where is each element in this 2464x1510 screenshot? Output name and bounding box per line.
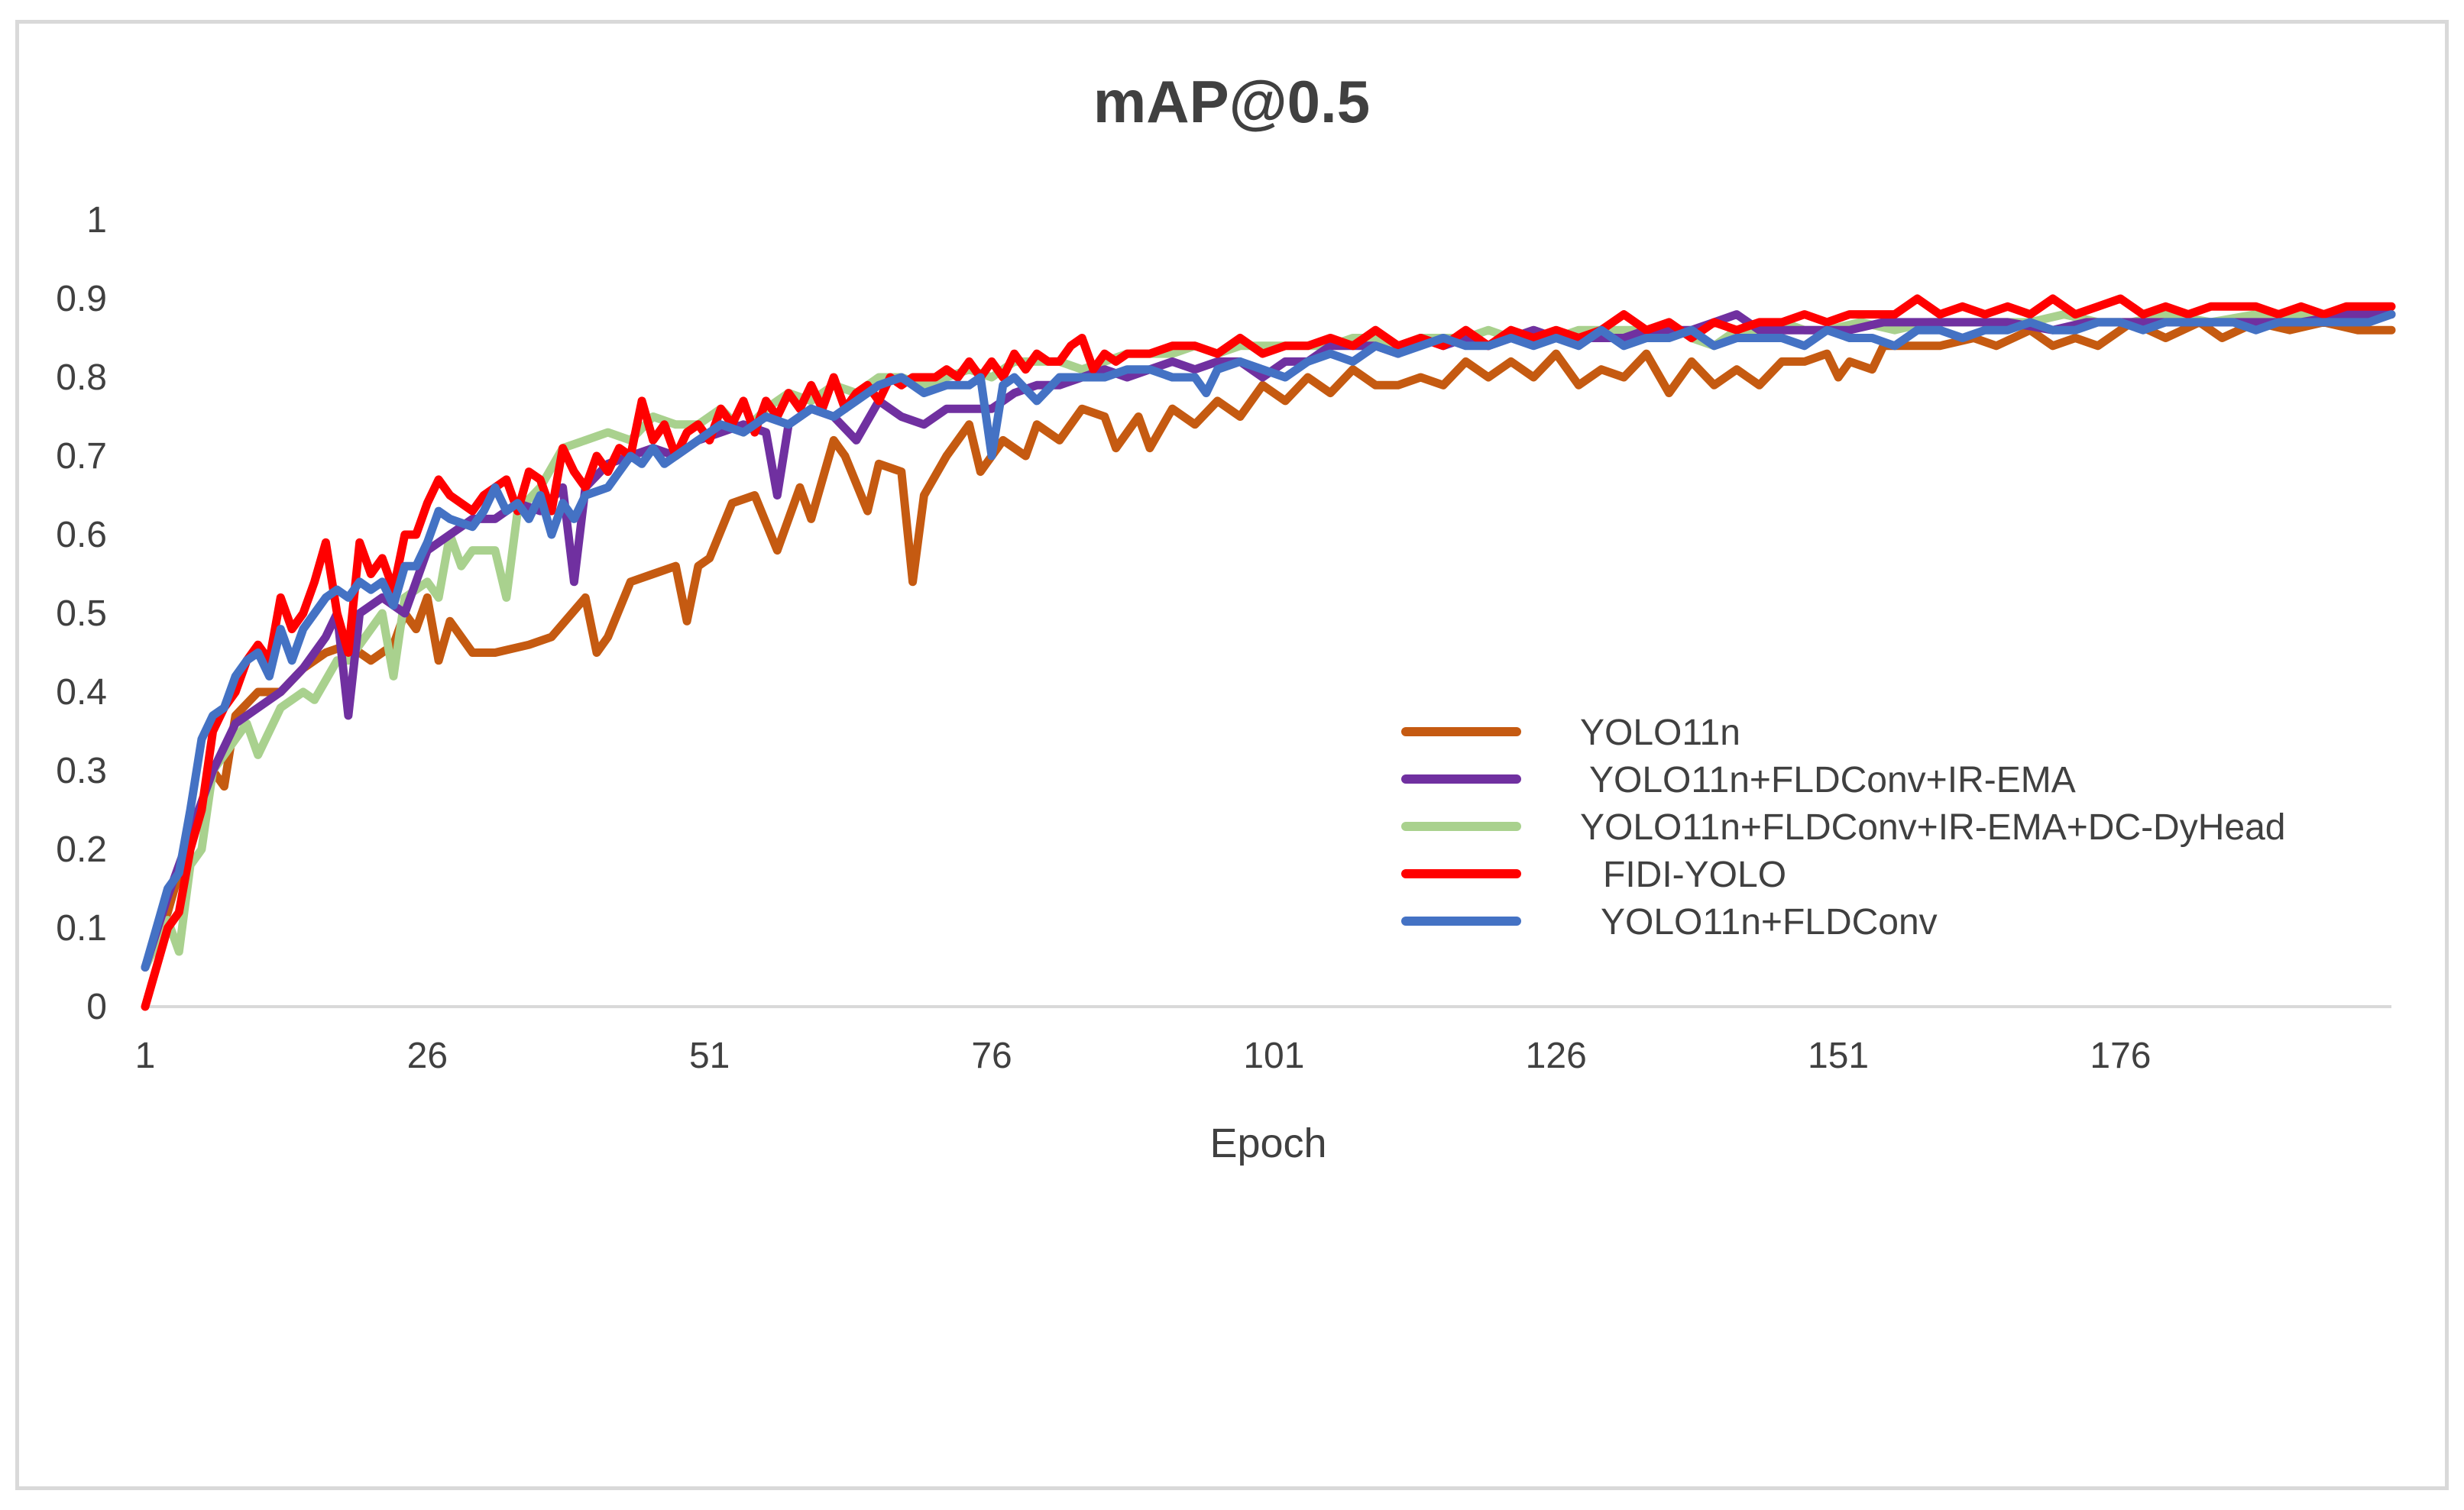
- legend-label-3: FIDI-YOLO: [1603, 855, 1786, 895]
- series-line-4: [141, 310, 2396, 972]
- y-tick-label: 0.2: [56, 829, 107, 870]
- x-tick-label: 176: [2090, 1036, 2151, 1076]
- legend-label-2: YOLO11n+FLDConv+IR-EMA+DC-DyHead: [1580, 807, 2285, 848]
- series-line-3: [141, 294, 2396, 1011]
- chart-frame: [15, 20, 2449, 1490]
- x-tick-label: 151: [1808, 1036, 1869, 1076]
- x-tick-label: 76: [971, 1036, 1012, 1076]
- y-tick-label: 0.6: [56, 515, 107, 555]
- legend-label-1: YOLO11n+FLDConv+IR-EMA: [1589, 760, 2076, 800]
- legend-label-0: YOLO11n: [1580, 713, 1740, 753]
- series-line-1: [141, 310, 2396, 972]
- x-tick-label: 101: [1243, 1036, 1304, 1076]
- x-tick-label: 51: [689, 1036, 730, 1076]
- y-tick-label: 0.7: [56, 436, 107, 477]
- y-tick-label: 0.8: [56, 357, 107, 398]
- chart-title: mAP@0.5: [1093, 68, 1370, 135]
- legend-label-4: YOLO11n+FLDConv: [1601, 902, 1938, 943]
- series-line-0: [141, 318, 2396, 972]
- series-line-2: [141, 310, 2396, 972]
- x-axis-title: Epoch: [1209, 1120, 1326, 1166]
- y-tick-label: 0.5: [56, 593, 107, 634]
- x-tick-label: 26: [407, 1036, 448, 1076]
- x-tick-label: 1: [135, 1036, 156, 1076]
- x-axis-ticks: 1 26 51 76 101 126 151 176: [135, 1036, 2152, 1076]
- y-tick-label: 0.4: [56, 672, 107, 713]
- y-tick-label: 0.1: [56, 908, 107, 949]
- y-tick-label: 0: [86, 987, 107, 1027]
- y-axis-ticks: 0 0.1 0.2 0.3 0.4 0.5 0.6 0.7 0.8 0.9 1: [56, 200, 107, 1027]
- legend: YOLO11n YOLO11n+FLDConv+IR-EMA YOLO11n+FLD…: [1401, 713, 2285, 943]
- y-tick-label: 1: [86, 200, 107, 241]
- series-group: [141, 294, 2396, 1011]
- x-tick-label: 126: [1526, 1036, 1587, 1076]
- y-tick-label: 0.3: [56, 751, 107, 791]
- y-tick-label: 0.9: [56, 279, 107, 319]
